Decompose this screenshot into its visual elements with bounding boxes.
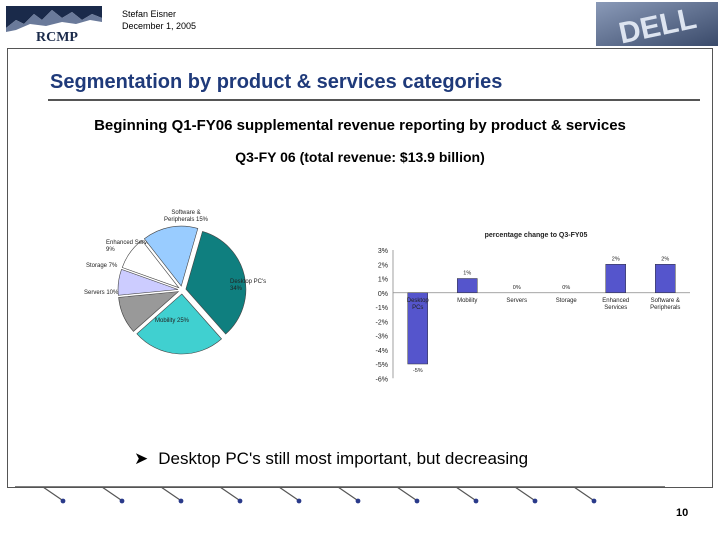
deco-tick bbox=[219, 486, 240, 501]
deco-dot bbox=[532, 498, 538, 504]
rcmp-logo-text: RCMP bbox=[36, 30, 78, 44]
presentation-date: December 1, 2005 bbox=[122, 21, 197, 31]
deco-tick bbox=[573, 486, 594, 501]
deco-tick bbox=[101, 486, 122, 501]
page-number: 10 bbox=[676, 507, 689, 519]
title-divider bbox=[48, 99, 700, 101]
bullet-point: ➤ Desktop PC's still most important, but … bbox=[134, 449, 528, 469]
period-label: Q3-FY 06 (total revenue: $13.9 billion) bbox=[235, 149, 485, 165]
deco-tick bbox=[514, 486, 535, 501]
slide-subtitle: Beginning Q1-FY06 supplemental revenue r… bbox=[94, 117, 626, 134]
deco-tick bbox=[42, 486, 63, 501]
slide-title: Segmentation by product & services categ… bbox=[50, 71, 503, 93]
slide-frame bbox=[7, 48, 713, 488]
deco-tick bbox=[337, 486, 358, 501]
author-block: Stefan Eisner December 1, 2005 bbox=[122, 8, 196, 32]
deco-dot bbox=[60, 498, 66, 504]
deco-tick bbox=[455, 486, 476, 501]
deco-tick bbox=[160, 486, 181, 501]
deco-dot bbox=[355, 498, 361, 504]
deco-dot bbox=[591, 498, 597, 504]
deco-dot bbox=[414, 498, 420, 504]
dell-logo: DELL bbox=[596, 2, 718, 46]
deco-tick bbox=[396, 486, 417, 501]
deco-tick bbox=[278, 486, 299, 501]
bullet-arrow-icon: ➤ bbox=[134, 449, 149, 468]
deco-dot bbox=[119, 498, 125, 504]
author-name: Stefan Eisner bbox=[122, 9, 177, 19]
deco-dot bbox=[237, 498, 243, 504]
rcmp-logo: RCMP bbox=[6, 6, 102, 44]
deco-dot bbox=[178, 498, 184, 504]
deco-dot bbox=[296, 498, 302, 504]
deco-dot bbox=[473, 498, 479, 504]
bullet-text: Desktop PC's still most important, but d… bbox=[158, 449, 529, 468]
